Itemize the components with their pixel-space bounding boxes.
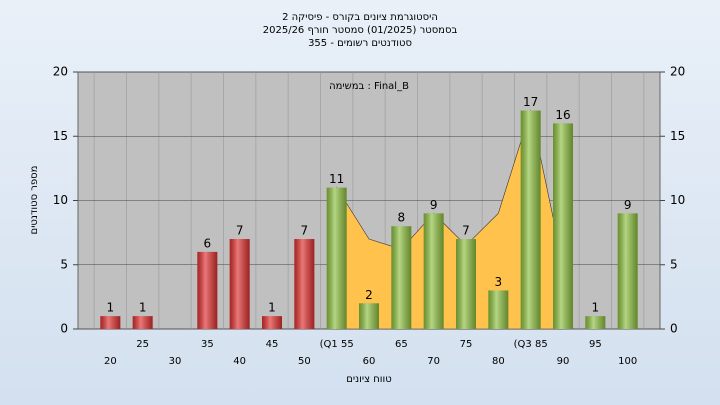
x-tick-label: 75 [460,339,473,350]
bar-group [294,239,315,329]
value-label: 7 [462,224,470,238]
bar-group [262,316,282,329]
chart-title: היסטוגרמת ציונים בקורס - פיסיקה 2 [282,12,438,23]
x-tick-label: 40 [233,356,246,367]
bar-shade [294,239,315,329]
bar-group [391,226,412,329]
bar-shade [229,239,250,329]
bar-group [456,239,476,329]
x-tick-label: 100 [618,356,637,367]
bar-group [132,316,153,329]
y2-tick-label: 10 [670,193,685,207]
bar-shade [488,290,509,329]
chart-subtitle: בסמסטר (01/2025) סמסטר חורף 2025/26 [263,25,458,36]
x-tick-label: (Q3 85 [514,339,548,350]
bar-shade [391,226,412,329]
bar-group [585,316,606,329]
value-label: 3 [495,275,503,289]
x-tick-label: 60 [363,356,376,367]
bar-group [197,251,218,329]
bar-shade [423,213,444,329]
bar-group [100,316,121,329]
bar-group [229,239,250,329]
y-tick-label: 5 [60,257,68,271]
x-tick-label: 95 [589,339,602,350]
x-tick-label: 30 [169,356,182,367]
bar-shade [553,123,573,330]
bar-shade [520,110,541,329]
value-label: 6 [204,236,212,250]
y2-tick-label: 5 [670,257,678,271]
bar-shade [197,251,218,329]
x-tick-label: 80 [492,356,505,367]
value-label: 7 [301,224,309,238]
bar-group [553,123,573,330]
y-tick-label: 15 [53,129,68,143]
bar-group [423,213,444,329]
y2-tick-label: 0 [670,322,678,336]
bar-shade [100,316,121,329]
chart-subtitle: סטודנטים רשומים - 355 [308,38,412,49]
y-tick-label: 20 [53,65,68,79]
y2-tick-label: 20 [670,65,685,79]
bar-group [520,110,541,329]
bar-shade [359,303,379,329]
bar-shade [326,187,347,329]
x-tick-label: 65 [395,339,408,350]
x-tick-label: 70 [427,356,440,367]
y-axis-label: מספר סטודנטים [29,166,40,235]
bar-group [326,187,347,329]
value-label: 17 [523,95,538,109]
value-label: 1 [139,301,147,315]
bar-group [359,303,379,329]
value-label: 9 [430,198,438,212]
bar-shade [132,316,153,329]
y-tick-label: 10 [53,193,68,207]
value-label: 1 [592,301,600,315]
x-tick-label: 20 [104,356,117,367]
value-label: 2 [365,288,373,302]
value-label: 7 [236,224,244,238]
value-label: 16 [555,108,570,122]
bar-shade [617,213,638,329]
x-tick-label: 25 [136,339,149,350]
value-label: 1 [107,301,115,315]
bar-group [488,290,509,329]
x-tick-label: 50 [298,356,311,367]
x-tick-label: 35 [201,339,214,350]
x-tick-label: 90 [557,356,570,367]
value-label: 9 [624,198,632,212]
bar-group [617,213,638,329]
bar-shade [456,239,476,329]
value-label: 11 [329,172,344,186]
y-tick-label: 0 [60,322,68,336]
bar-shade [585,316,606,329]
x-tick-label: 45 [266,339,279,350]
y2-tick-label: 15 [670,129,685,143]
x-tick-label: (Q1 55 [320,339,354,350]
value-label: 8 [398,211,406,225]
bar-shade [262,316,282,329]
x-axis-label: טווח ציונים [346,374,391,385]
annotation: במשימה : Final_B [329,81,409,92]
value-label: 1 [268,301,276,315]
